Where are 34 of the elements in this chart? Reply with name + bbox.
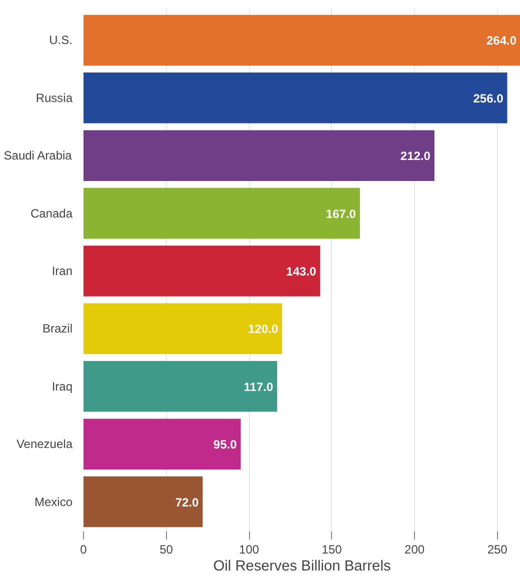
y-tick-label: Iran bbox=[52, 264, 73, 278]
data-label: 120.0 bbox=[248, 322, 278, 336]
bar bbox=[84, 188, 360, 239]
bar bbox=[84, 361, 278, 412]
bar bbox=[84, 303, 282, 354]
data-label: 167.0 bbox=[326, 206, 356, 221]
bar bbox=[84, 418, 241, 470]
x-tick-label: 150 bbox=[322, 542, 342, 556]
x-tick-label: 200 bbox=[404, 542, 425, 556]
y-tick-label: U.S. bbox=[49, 33, 73, 48]
data-label: 256.0 bbox=[473, 91, 504, 106]
x-axis-title: Oil Reserves Billion Barrels bbox=[213, 558, 391, 574]
bar bbox=[84, 246, 320, 296]
y-tick-label: Saudi Arabia bbox=[4, 148, 72, 163]
data-label: 143.0 bbox=[286, 264, 317, 278]
x-tick-label: 0 bbox=[80, 542, 88, 556]
data-label: 72.0 bbox=[175, 495, 200, 510]
bar bbox=[84, 476, 203, 528]
x-tick-label: 250 bbox=[487, 542, 508, 556]
y-tick-label: Brazil bbox=[42, 322, 73, 336]
x-tick-label: 50 bbox=[160, 542, 174, 556]
bar bbox=[84, 72, 508, 124]
y-tick-label: Iraq bbox=[52, 379, 73, 394]
data-label: 95.0 bbox=[213, 438, 238, 452]
bar bbox=[84, 130, 434, 181]
x-tick-label: 100 bbox=[239, 542, 260, 556]
y-tick-label: Mexico bbox=[34, 494, 73, 509]
bar bbox=[84, 14, 520, 66]
data-label: 264.0 bbox=[486, 34, 517, 48]
data-label: 212.0 bbox=[400, 149, 431, 164]
data-label: 117.0 bbox=[244, 380, 274, 394]
y-tick-label: Venezuela bbox=[16, 437, 73, 452]
y-tick-label: Russia bbox=[36, 90, 73, 105]
y-tick-label: Canada bbox=[30, 206, 73, 220]
